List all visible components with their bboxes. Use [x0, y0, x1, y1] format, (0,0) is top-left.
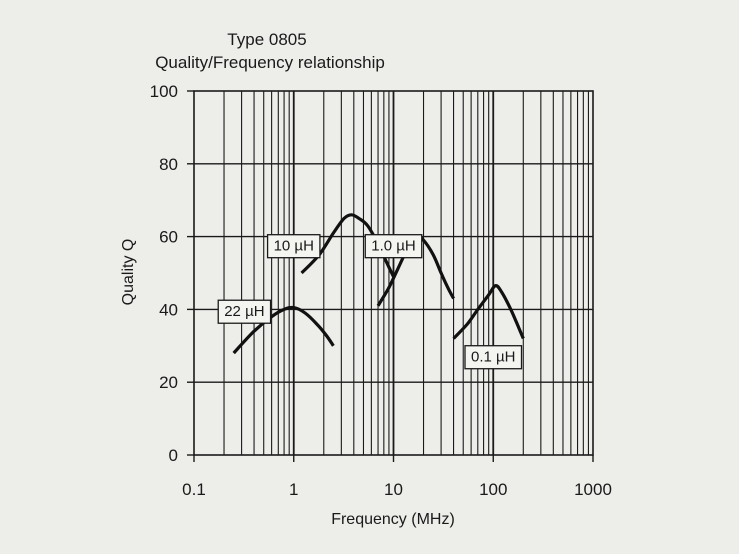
x-axis-title: Frequency (MHz): [331, 511, 455, 528]
series-label-2: 1.0 µH: [364, 234, 423, 259]
y-tick-label: 60: [159, 228, 178, 247]
series-label-3: 22 µH: [217, 299, 272, 324]
series-label-box: [464, 345, 523, 370]
series-label-text: 22 µH: [224, 303, 264, 320]
series-label-text: 1.0 µH: [371, 238, 416, 255]
chart-title: Type 0805: [227, 30, 306, 49]
series-label-text: 10 µH: [274, 238, 314, 255]
y-tick-label: 0: [169, 446, 178, 465]
series-line-1: [232, 305, 335, 355]
series-label-box: [364, 234, 423, 259]
series-label-text: 0.1 µH: [471, 349, 516, 366]
chart-subtitle: Quality/Frequency relationship: [155, 53, 385, 72]
x-tick-label: 1: [289, 480, 298, 499]
y-axis-title: Quality Q: [120, 239, 137, 306]
y-tick-label: 80: [159, 155, 178, 174]
x-tick-label: 1000: [574, 480, 612, 499]
y-tick-label: 100: [150, 82, 178, 101]
x-tick-label: 10: [384, 480, 403, 499]
series-label-1: 10 µH: [266, 234, 321, 259]
series-line-4: [452, 284, 525, 340]
y-tick-label: 40: [159, 300, 178, 319]
axis-layer: 0.1 1 10 100 1000 0 20 40 60 80 100: [150, 82, 612, 499]
series-label-box: [217, 299, 272, 324]
series-label-4: 0.1 µH: [464, 345, 523, 370]
y-tick-label: 20: [159, 373, 178, 392]
x-tick-label: 0.1: [182, 480, 206, 499]
series-label-layer: 10 µH 1.0 µH 22 µH 0.1 µH: [217, 234, 523, 370]
series-label-box: [266, 234, 321, 259]
x-tick-label: 100: [479, 480, 507, 499]
grid-layer: [193, 90, 594, 456]
